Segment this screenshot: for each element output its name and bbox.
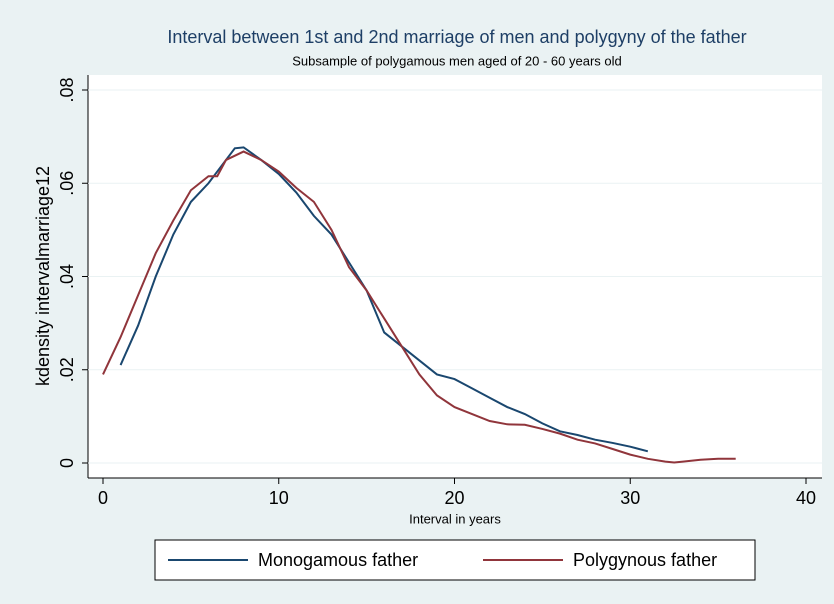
- series-line: [119, 146, 649, 453]
- y-tick-label: .02: [57, 357, 77, 382]
- y-tick-label: .08: [57, 77, 77, 102]
- legend: [154, 539, 756, 581]
- series-line: [102, 150, 736, 464]
- x-tick-label: 0: [98, 488, 108, 508]
- x-tick-label: 10: [269, 488, 289, 508]
- legend-label: Polygynous father: [573, 550, 717, 570]
- y-tick-label: 0: [57, 458, 77, 468]
- y-axis-label: kdensity intervalmarriage12: [33, 166, 53, 386]
- legend-label: Monogamous father: [258, 550, 418, 570]
- x-tick-label: 30: [620, 488, 640, 508]
- x-tick-label: 20: [444, 488, 464, 508]
- y-tick-label: .06: [57, 171, 77, 196]
- x-tick-label: 40: [796, 488, 816, 508]
- x-axis-label: Interval in years: [409, 511, 501, 526]
- chart-title: Interval between 1st and 2nd marriage of…: [167, 27, 746, 47]
- chart-subtitle: Subsample of polygamous men aged of 20 -…: [292, 53, 622, 68]
- y-tick-label: .04: [57, 264, 77, 289]
